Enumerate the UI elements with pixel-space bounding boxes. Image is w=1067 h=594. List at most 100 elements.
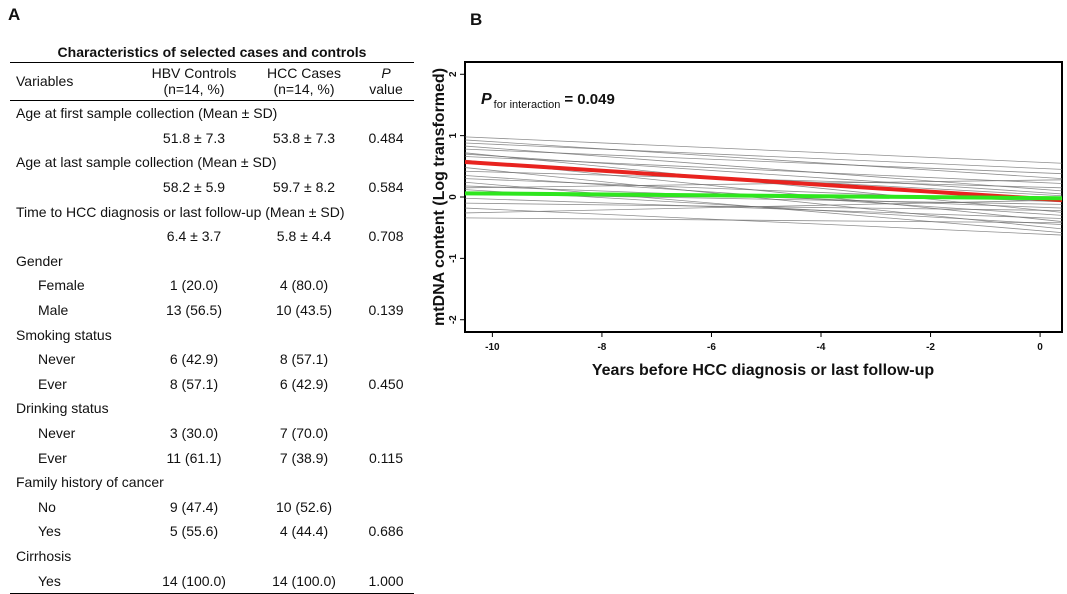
cases-value: 4 (80.0) xyxy=(279,277,329,294)
table-row: Time to HCC diagnosis or last follow-up … xyxy=(10,199,414,224)
controls-value: 9 (47.4) xyxy=(169,498,219,515)
x-tick-label: -4 xyxy=(817,342,826,353)
cases-value: 5.8 ± 4.4 xyxy=(276,228,332,245)
x-tick-label: -10 xyxy=(485,342,500,353)
table-row: Never 3 (30.0) 7 (70.0) xyxy=(10,421,414,446)
table-row: Age at last sample collection (Mean ± SD… xyxy=(10,150,414,175)
individual-trajectory-line xyxy=(464,197,1063,219)
series-layer xyxy=(464,136,1063,236)
table-body: Age at first sample collection (Mean ± S… xyxy=(10,101,414,594)
header-controls-name: HBV Controls xyxy=(151,65,237,81)
group-mean-line xyxy=(464,160,1063,203)
row-label xyxy=(10,224,138,249)
controls-value: 6 (42.9) xyxy=(169,351,219,368)
characteristics-table: Characteristics of selected cases and co… xyxy=(10,44,414,594)
header-variables: Variables xyxy=(16,73,74,89)
p-value: 0.450 xyxy=(368,375,404,392)
p-value xyxy=(358,347,414,372)
p-value: 0.708 xyxy=(368,228,404,245)
x-axis-title: Years before HCC diagnosis or last follo… xyxy=(592,362,935,379)
controls-value: 11 (61.1) xyxy=(166,449,222,466)
row-label: Yes xyxy=(38,523,61,540)
y-tick-label: 2 xyxy=(448,71,459,77)
cases-value: 10 (43.5) xyxy=(275,302,333,319)
cases-value: 14 (100.0) xyxy=(272,572,336,589)
individual-trajectory-line xyxy=(464,199,1063,214)
controls-value: 6.4 ± 3.7 xyxy=(166,228,222,245)
p-value: 1.000 xyxy=(368,572,404,589)
table-row: Yes 14 (100.0) 14 (100.0) 1.000 xyxy=(10,568,414,594)
variable-group-label: Smoking status xyxy=(16,326,112,343)
annotation-p-value: = 0.049 xyxy=(564,91,614,108)
x-tick-label: -6 xyxy=(707,342,716,353)
cases-value: 8 (57.1) xyxy=(279,351,329,368)
header-cases-n: (n=14, %) xyxy=(273,81,335,97)
table-header-row: Variables HBV Controls (n=14, %) HCC Cas… xyxy=(10,63,414,101)
cases-value: 6 (42.9) xyxy=(279,375,329,392)
individual-trajectory-line xyxy=(464,142,1063,170)
controls-value: 8 (57.1) xyxy=(169,375,219,392)
row-label xyxy=(10,175,138,200)
table-row: Drinking status xyxy=(10,396,414,421)
table-row: 58.2 ± 5.9 59.7 ± 8.2 0.584 xyxy=(10,175,414,200)
individual-trajectory-line xyxy=(464,136,1063,164)
row-label xyxy=(10,126,138,151)
y-tick-label: 0 xyxy=(448,194,459,200)
row-label: Ever xyxy=(38,449,67,466)
individual-trajectory-line xyxy=(464,217,1063,224)
table-row: Never 6 (42.9) 8 (57.1) xyxy=(10,347,414,372)
x-axis-ticks: -10 -8 -6 -4 -2 0 xyxy=(485,332,1043,353)
table-row: Cirrhosis xyxy=(10,544,414,569)
cases-value: 10 (52.6) xyxy=(275,498,333,515)
panel-label-a: A xyxy=(8,5,21,24)
variable-group-label: Time to HCC diagnosis or last follow-up … xyxy=(16,203,345,220)
individual-trajectory-line xyxy=(464,207,1063,236)
variable-group-label: Age at last sample collection (Mean ± SD… xyxy=(16,154,277,171)
individual-trajectory-line xyxy=(464,153,1063,195)
header-p-value: P value xyxy=(358,63,414,101)
p-value xyxy=(358,495,414,520)
y-axis-ticks: -2 -1 0 1 2 xyxy=(448,71,465,324)
row-label: Ever xyxy=(38,375,67,392)
p-value: 0.584 xyxy=(368,179,404,196)
controls-value: 14 (100.0) xyxy=(162,572,226,589)
row-label: Female xyxy=(38,277,85,294)
p-value xyxy=(358,421,414,446)
row-label: Never xyxy=(38,351,76,368)
table-row: Yes 5 (55.6) 4 (44.4) 0.686 xyxy=(10,519,414,544)
controls-value: 3 (30.0) xyxy=(169,425,219,442)
cases-value: 7 (70.0) xyxy=(279,425,329,442)
variable-group-label: Drinking status xyxy=(16,400,109,417)
individual-trajectory-line xyxy=(464,179,1063,189)
table-title: Characteristics of selected cases and co… xyxy=(10,44,414,63)
table-row: Smoking status xyxy=(10,322,414,347)
row-label: Yes xyxy=(38,572,61,589)
row-label: Never xyxy=(38,425,76,442)
header-cases: HCC Cases (n=14, %) xyxy=(250,63,358,101)
table-row: Family history of cancer xyxy=(10,470,414,495)
cases-value: 7 (38.9) xyxy=(279,449,329,466)
cases-value: 4 (44.4) xyxy=(279,523,329,540)
individual-trajectory-line xyxy=(464,148,1063,175)
controls-value: 13 (56.5) xyxy=(165,302,223,319)
panel-label-b: B xyxy=(470,10,483,29)
controls-value: 5 (55.6) xyxy=(169,523,219,540)
row-label: Male xyxy=(38,302,69,319)
table-row: Male 13 (56.5) 10 (43.5) 0.139 xyxy=(10,298,414,323)
table-row: 6.4 ± 3.7 5.8 ± 4.4 0.708 xyxy=(10,224,414,249)
table-row: Gender xyxy=(10,249,414,274)
individual-trajectory-line xyxy=(464,159,1063,222)
p-value: 0.484 xyxy=(368,129,404,146)
y-tick-label: 1 xyxy=(448,132,459,138)
x-tick-label: 0 xyxy=(1037,342,1043,353)
y-axis-title: mtDNA content (Log transformed) xyxy=(431,68,448,326)
header-controls: HBV Controls (n=14, %) xyxy=(138,63,250,101)
p-value: 0.115 xyxy=(369,449,403,466)
cases-value: 53.8 ± 7.3 xyxy=(272,129,336,146)
x-tick-label: -2 xyxy=(926,342,935,353)
table-row: Age at first sample collection (Mean ± S… xyxy=(10,101,414,126)
p-value: 0.139 xyxy=(368,302,404,319)
table-row: 51.8 ± 7.3 53.8 ± 7.3 0.484 xyxy=(10,126,414,151)
